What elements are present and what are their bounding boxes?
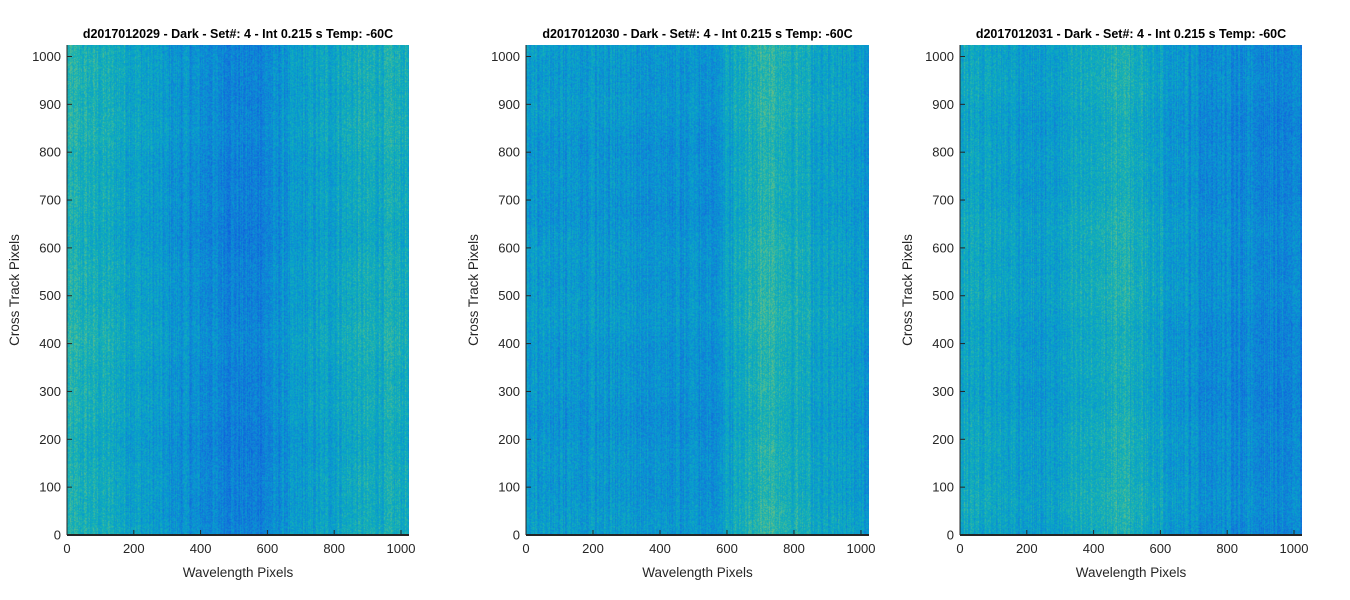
y-tick-label: 500	[39, 288, 61, 303]
x-tick-label: 1000	[1280, 541, 1309, 556]
y-tick-label: 200	[498, 432, 520, 447]
y-tick-label: 400	[39, 336, 61, 351]
y-tick-label: 300	[498, 384, 520, 399]
y-tick-label: 500	[932, 288, 954, 303]
y-tick-label: 700	[932, 193, 954, 208]
x-axis-label: Wavelength Pixels	[642, 565, 753, 580]
y-tick-label: 900	[498, 97, 520, 112]
y-tick-label: 800	[39, 145, 61, 160]
y-tick-label: 700	[39, 193, 61, 208]
y-tick-label: 100	[498, 480, 520, 495]
heatmap-image	[960, 45, 1302, 535]
chart-panel-1: 0 200 400 600 800 1000 0 100 200 300 400 500 600 700 8…	[7, 27, 415, 580]
y-tick-label: 200	[39, 432, 61, 447]
y-tick-label: 600	[498, 240, 520, 255]
chart-title: d2017012029 - Dark - Set#: 4 - Int 0.215…	[83, 27, 393, 41]
x-tick-label: 200	[123, 541, 145, 556]
y-tick-label: 300	[39, 384, 61, 399]
y-tick-label: 900	[39, 97, 61, 112]
y-tick-label: 600	[932, 240, 954, 255]
y-tick-label: 500	[498, 288, 520, 303]
x-tick-label: 1000	[847, 541, 876, 556]
y-tick-label: 100	[932, 480, 954, 495]
y-tick-label: 800	[498, 145, 520, 160]
x-tick-label: 200	[582, 541, 604, 556]
y-tick-label: 1000	[32, 49, 61, 64]
x-tick-label: 600	[716, 541, 738, 556]
y-tick-label: 300	[932, 384, 954, 399]
x-tick-label: 800	[783, 541, 805, 556]
y-tick-label: 1000	[491, 49, 520, 64]
chart-title: d2017012030 - Dark - Set#: 4 - Int 0.215…	[542, 27, 852, 41]
y-tick-label: 0	[54, 528, 61, 543]
x-axis-label: Wavelength Pixels	[1076, 565, 1187, 580]
x-tick-label: 400	[1083, 541, 1105, 556]
y-axis-label: Cross Track Pixels	[466, 234, 481, 346]
x-tick-label: 600	[1150, 541, 1172, 556]
y-tick-label: 1000	[925, 49, 954, 64]
y-tick-label: 0	[513, 528, 520, 543]
y-tick-label: 400	[498, 336, 520, 351]
heatmap-image	[67, 45, 409, 535]
x-tick-label: 400	[190, 541, 212, 556]
x-tick-label: 800	[1216, 541, 1238, 556]
x-tick-label: 400	[649, 541, 671, 556]
y-tick-label: 0	[947, 528, 954, 543]
x-tick-label: 0	[63, 541, 70, 556]
y-tick-label: 600	[39, 240, 61, 255]
chart-panel-3: 0 200 400 600 800 1000 0 100 200 300 400 500 600 700 8…	[900, 27, 1308, 580]
y-tick-label: 800	[932, 145, 954, 160]
x-tick-label: 800	[323, 541, 345, 556]
y-tick-label: 700	[498, 193, 520, 208]
x-axis-label: Wavelength Pixels	[183, 565, 294, 580]
x-tick-label: 200	[1016, 541, 1038, 556]
chart-title: d2017012031 - Dark - Set#: 4 - Int 0.215…	[976, 27, 1286, 41]
y-axis-label: Cross Track Pixels	[900, 234, 915, 346]
y-tick-label: 400	[932, 336, 954, 351]
x-tick-label: 1000	[387, 541, 416, 556]
x-tick-label: 600	[257, 541, 279, 556]
x-tick-label: 0	[522, 541, 529, 556]
x-tick-label: 0	[956, 541, 963, 556]
y-tick-label: 100	[39, 480, 61, 495]
y-axis-label: Cross Track Pixels	[7, 234, 22, 346]
chart-panel-2: 0 200 400 600 800 1000 0 100 200 300 400 500 600 700 8…	[466, 27, 875, 580]
heatmap-image	[526, 45, 869, 535]
y-tick-label: 900	[932, 97, 954, 112]
y-tick-label: 200	[932, 432, 954, 447]
